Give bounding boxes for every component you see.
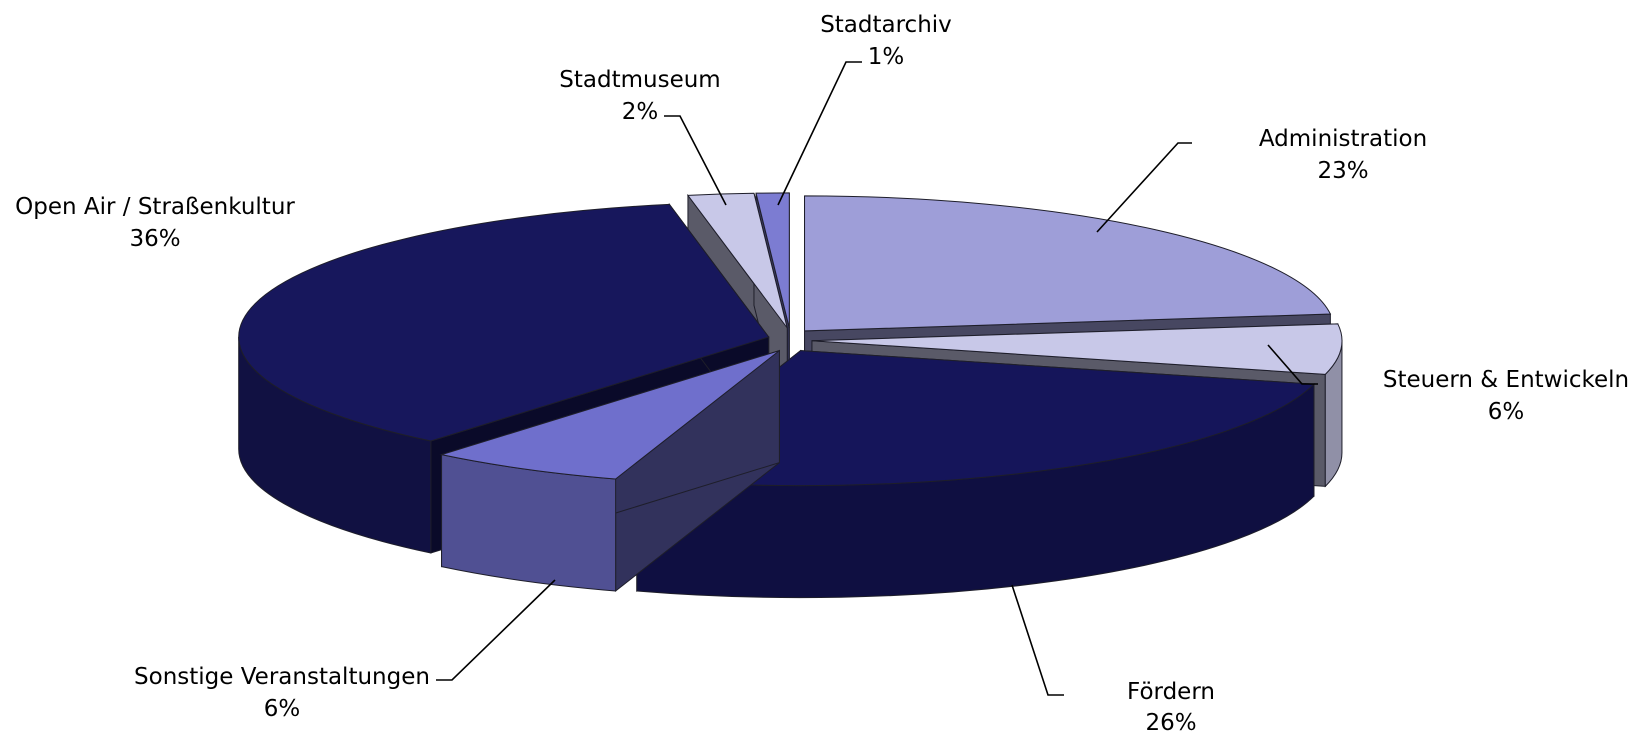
percent-foerdern: 26% xyxy=(1145,710,1196,735)
slice-top-openair xyxy=(238,203,770,442)
label-administration: Administration xyxy=(1259,126,1427,152)
percent-stadtarchiv: 1% xyxy=(868,44,905,70)
slice-labels: Administration 23% Steuern & Entwickeln … xyxy=(15,12,1629,735)
pie-slices xyxy=(238,192,1343,599)
leader-line-foerdern xyxy=(1011,584,1064,696)
leader-line-stadtarchiv xyxy=(777,61,862,206)
leader-line-administration xyxy=(1096,142,1192,233)
label-sonstige-veranstaltungen: Sonstige Veranstaltungen xyxy=(134,664,430,690)
slice-top-steuern xyxy=(811,323,1343,375)
slice-top-administration xyxy=(804,195,1332,332)
slice-top-sonstige xyxy=(439,350,780,480)
slice-top-foerdern xyxy=(635,350,1316,487)
slice-top-stadtarchiv xyxy=(755,192,790,329)
label-foerdern: Fördern xyxy=(1127,679,1215,705)
label-stadtmuseum: Stadtmuseum xyxy=(559,67,720,93)
slice-sonstige xyxy=(439,349,780,593)
leader-line-sonstige xyxy=(436,579,556,681)
label-steuern-entwickeln: Steuern & Entwickeln xyxy=(1383,367,1629,393)
percent-stadtmuseum: 2% xyxy=(622,99,659,125)
label-open-air-strassenkultur: Open Air / Straßenkultur xyxy=(15,194,295,220)
leader-line-steuern xyxy=(1267,344,1318,385)
percent-open-air-strassenkultur: 36% xyxy=(129,226,180,252)
percent-sonstige-veranstaltungen: 6% xyxy=(264,696,301,722)
percent-administration: 23% xyxy=(1317,158,1368,184)
percent-steuern-entwickeln: 6% xyxy=(1488,399,1525,425)
leader-line-stadtmuseum xyxy=(664,115,727,206)
leader-lines xyxy=(436,61,1318,696)
label-stadtarchiv: Stadtarchiv xyxy=(820,12,952,38)
